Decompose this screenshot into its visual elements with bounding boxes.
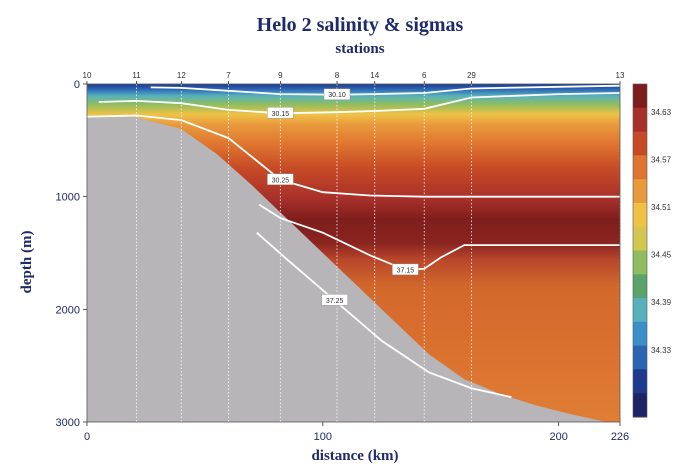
- colorbar-segment: [633, 250, 647, 275]
- contour-label: 30.15: [272, 111, 290, 118]
- plot-area: 30.10 30.15 30.25 37.15 37.25: [87, 84, 620, 422]
- y-tick-label: 2000: [56, 304, 80, 316]
- contour-label: 37.25: [326, 298, 344, 305]
- contour-label-box: [267, 107, 294, 119]
- y-axis-label: depth (m): [19, 231, 35, 294]
- station-label: 29: [467, 71, 476, 80]
- colorbar-segment: [633, 393, 647, 418]
- contour-label-box: [267, 173, 294, 185]
- station-label: 11: [132, 71, 141, 80]
- colorbar-segment: [633, 131, 647, 156]
- chart-subtitle: stations: [335, 41, 384, 57]
- station-label: 13: [616, 71, 625, 80]
- colorbar-segment: [633, 84, 647, 109]
- sigma-contour-line: [150, 84, 620, 96]
- colorbar-segment: [633, 179, 647, 204]
- x-tick-label: 0: [84, 431, 90, 443]
- x-tick-label: 200: [550, 431, 568, 443]
- contour-label-box: [321, 294, 348, 306]
- colorbar-tick-label: 34.63: [651, 108, 672, 117]
- station-label: 10: [83, 71, 92, 80]
- y-axis-ticks: 0 1000 2000 3000: [56, 79, 87, 429]
- contour-label-box: [323, 88, 351, 100]
- colorbar-tick-label: 34.57: [651, 155, 672, 164]
- colorbar-segment: [633, 107, 647, 133]
- station-label: 14: [370, 71, 379, 80]
- x-tick-label: 226: [611, 431, 629, 443]
- station-labels: 10 11 12 7 9 8 14 6 29 13: [83, 71, 625, 84]
- colorbar-segment: [633, 202, 647, 228]
- contour-label: 37.15: [397, 267, 415, 274]
- colorbar-segment: [633, 321, 647, 347]
- colorbar-frame: [632, 83, 648, 418]
- y-tick-label: 3000: [56, 417, 80, 429]
- y-tick-label: 1000: [56, 192, 80, 204]
- y-tick-label: 0: [74, 79, 80, 91]
- colorbar: 34.63 34.57 34.51 34.45 34.39 34.33: [632, 83, 672, 418]
- contour-label: 30.25: [272, 177, 290, 184]
- chart-title: Helo 2 salinity & sigmas: [257, 14, 464, 36]
- x-axis-ticks: 0 100 200 226: [84, 422, 629, 443]
- colorbar-tick-label: 34.33: [651, 346, 672, 355]
- station-label: 9: [278, 71, 283, 80]
- contour-label: 30.10: [328, 92, 346, 99]
- colorbar-tick-label: 34.51: [651, 203, 672, 212]
- plot-frame: [86, 83, 621, 423]
- station-label: 7: [226, 71, 231, 80]
- sigma-contours: 30.10 30.15 30.25 37.15 37.25: [87, 84, 620, 399]
- colorbar-tick-label: 34.39: [651, 298, 672, 307]
- colorbar-segment: [633, 226, 647, 251]
- colorbar-segment: [633, 155, 647, 180]
- station-label: 8: [335, 71, 340, 80]
- sigma-contour-line: [98, 92, 620, 115]
- seafloor: [87, 116, 608, 422]
- sigma-contour-line: [87, 114, 620, 198]
- x-tick-label: 100: [314, 431, 332, 443]
- colorbar-segment: [633, 274, 647, 299]
- colorbar-tick-label: 34.45: [651, 251, 672, 260]
- x-axis-label: distance (km): [311, 448, 398, 464]
- station-label: 12: [177, 71, 186, 80]
- colorbar-segment: [633, 345, 647, 370]
- sigma-contour-line: [258, 203, 620, 271]
- colorbar-segment: [633, 369, 647, 394]
- contour-label-box: [392, 263, 419, 276]
- station-label: 6: [422, 71, 427, 80]
- colorbar-segment: [633, 298, 647, 323]
- sigma-contour-line: [256, 232, 512, 399]
